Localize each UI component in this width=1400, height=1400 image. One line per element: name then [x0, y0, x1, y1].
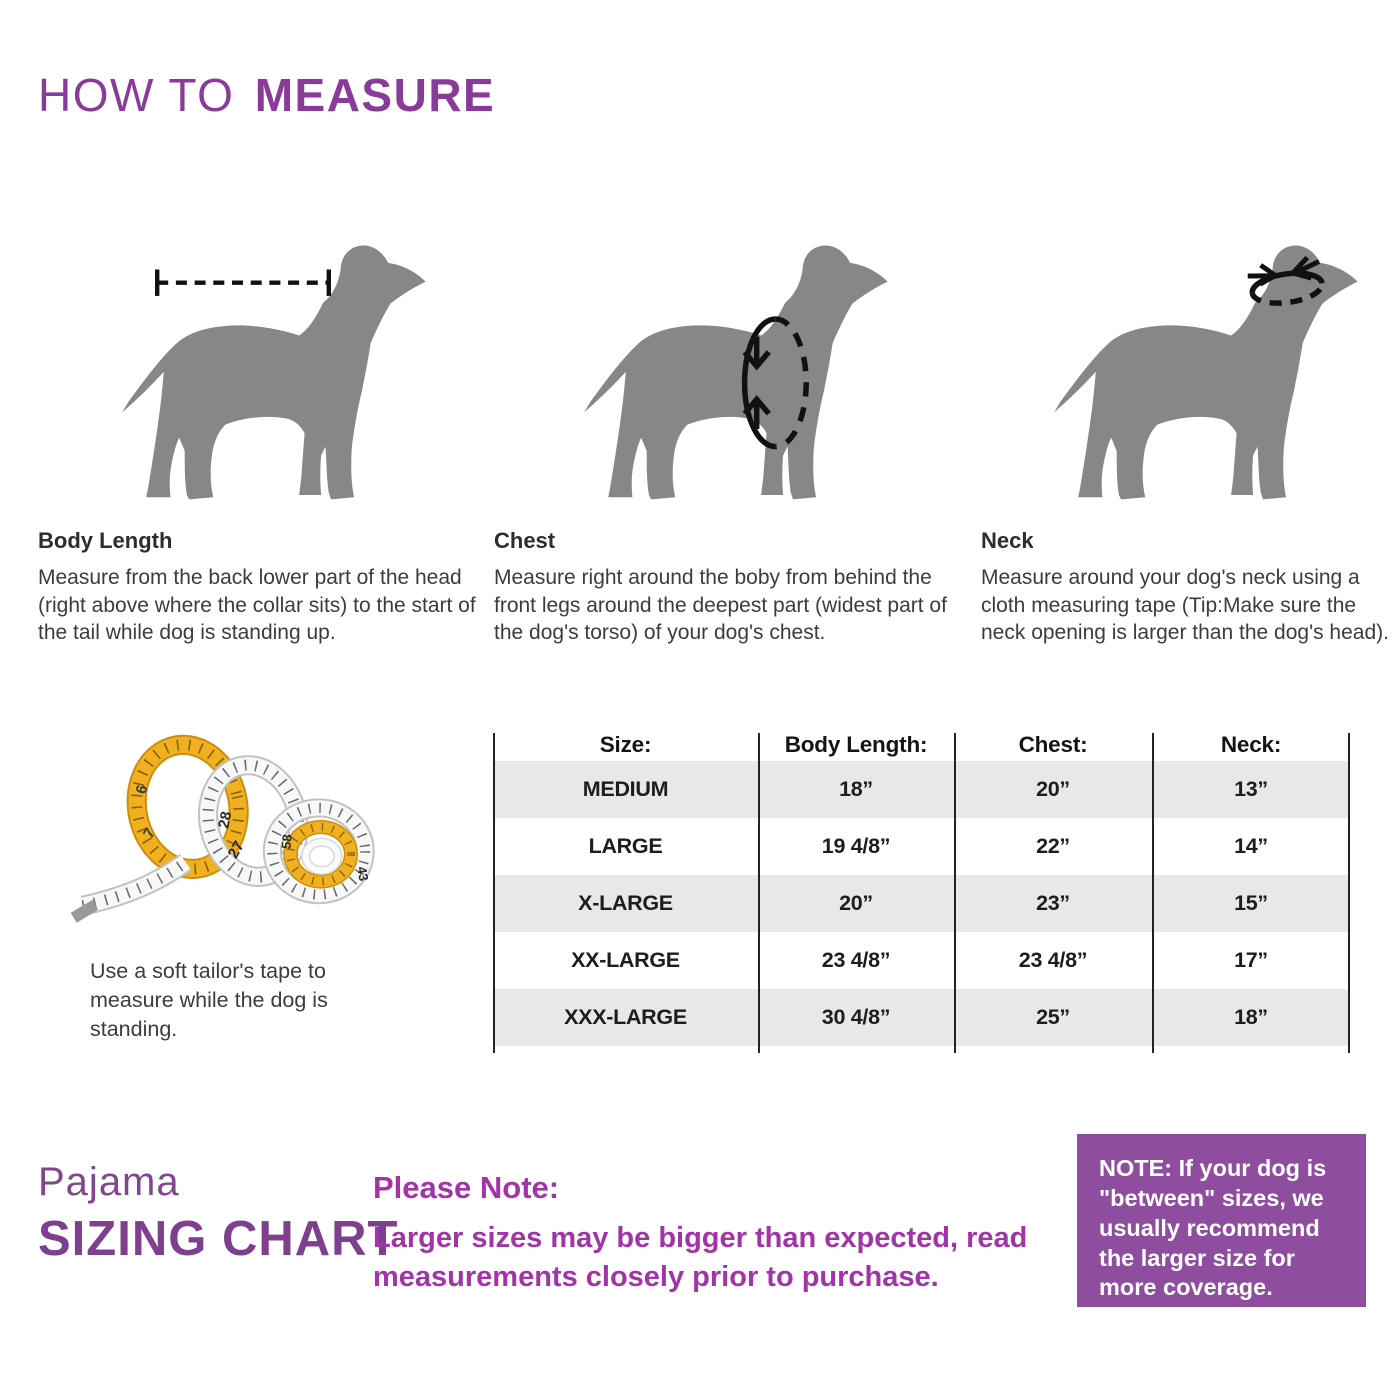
dog-silhouette-icon [1054, 245, 1358, 500]
table-divider [1152, 733, 1154, 1053]
dog-silhouette-icon [584, 245, 888, 500]
table-divider [954, 733, 956, 1053]
please-note-block: Please Note: Larger sizes may be bigger … [373, 1170, 1041, 1298]
guide-body-length-text: Measure from the back lower part of the … [38, 566, 476, 645]
guide-neck: Neck Measure around your dog's neck usin… [981, 528, 1400, 647]
neck-girth-ellipse-icon [1247, 255, 1325, 306]
dog-figure-chest [562, 220, 892, 510]
between-sizes-note-box: NOTE: If your dog is "between" sizes, we… [1077, 1134, 1366, 1307]
guide-neck-text: Measure around your dog's neck using a c… [981, 566, 1389, 645]
cell-chest: 25” [1036, 1005, 1070, 1029]
cell-size: LARGE [588, 834, 663, 858]
guide-neck-heading: Neck [981, 528, 1034, 553]
cell-neck: 15” [1234, 891, 1268, 915]
tape-measure-icon: 6 7 28 27 58 43 [70, 734, 375, 923]
cell-size: XXX-LARGE [564, 1005, 687, 1029]
cell-size: X-LARGE [578, 891, 673, 915]
svg-text:28: 28 [215, 810, 235, 830]
sizing-chart-label: SIZING CHART [38, 1212, 399, 1266]
cell-chest: 22” [1036, 834, 1070, 858]
table-border-right [1348, 733, 1350, 1053]
guide-chest-text: Measure right around the boby from behin… [494, 566, 947, 645]
product-name: Pajama [38, 1160, 180, 1204]
tailor-tape-note: Use a soft tailor's tape to measure whil… [90, 959, 328, 1042]
table-row-x-large: X-LARGE 20” 23” 15” [493, 875, 1350, 932]
cell-neck: 13” [1234, 777, 1268, 801]
please-note-heading: Please Note: [373, 1170, 560, 1205]
size-table-header-row: Size: Body Length: Chest: Neck: [493, 728, 1350, 761]
dog-figure-body-length [100, 220, 430, 510]
cell-neck: 14” [1234, 834, 1268, 858]
please-note-text: Larger sizes may be bigger than expected… [373, 1222, 1028, 1294]
cell-body-length: 23 4/8” [821, 948, 891, 972]
cell-body-length: 18” [839, 777, 873, 801]
guide-chest: Chest Measure right around the boby from… [494, 528, 952, 647]
table-row-medium: MEDIUM 18” 20” 13” [493, 761, 1350, 818]
cell-size: XX-LARGE [571, 948, 680, 972]
guide-chest-heading: Chest [494, 528, 556, 553]
chest-girth-ellipse-icon [741, 316, 809, 450]
svg-text:58: 58 [279, 834, 295, 850]
cell-body-length: 20” [839, 891, 873, 915]
table-divider [758, 733, 760, 1053]
cell-size: MEDIUM [582, 777, 669, 801]
dog-silhouette-icon [122, 245, 426, 500]
cell-neck: 17” [1234, 948, 1268, 972]
cell-neck: 18” [1234, 1005, 1268, 1029]
body-length-measure-line-icon [155, 269, 331, 296]
size-table: Size: Body Length: Chest: Neck: MEDIUM 1… [493, 728, 1350, 1053]
page-title: HOW TO MEASURE [38, 68, 495, 122]
brand-block: Pajama SIZING CHART [38, 1160, 398, 1267]
guide-body-length: Body Length Measure from the back lower … [38, 528, 486, 647]
col-header-size: Size: [599, 731, 652, 757]
svg-text:43: 43 [354, 865, 371, 882]
cell-body-length: 30 4/8” [821, 1005, 891, 1029]
cell-chest: 20” [1036, 777, 1070, 801]
between-sizes-note-text: NOTE: If your dog is "between" sizes, we… [1099, 1155, 1327, 1301]
cell-body-length: 19 4/8” [821, 834, 891, 858]
page-title-light: HOW TO [38, 69, 235, 121]
svg-text:27: 27 [225, 838, 248, 861]
guide-body-length-heading: Body Length [38, 528, 173, 553]
col-header-chest: Chest: [1018, 731, 1088, 757]
cell-chest: 23 4/8” [1018, 948, 1088, 972]
dog-figure-neck [1032, 220, 1362, 510]
table-row-xx-large: XX-LARGE 23 4/8” 23 4/8” 17” [493, 932, 1350, 989]
tape-measure-illustration: 6 7 28 27 58 43 [62, 698, 394, 940]
tape-metal-tip [70, 899, 98, 923]
table-row-large: LARGE 19 4/8” 22” 14” [493, 818, 1350, 875]
page-title-bold: MEASURE [254, 69, 496, 121]
col-header-body-length: Body Length: [784, 731, 928, 757]
cell-chest: 23” [1036, 891, 1070, 915]
col-header-neck: Neck: [1220, 731, 1282, 757]
table-border-left [493, 733, 495, 1053]
table-row-xxx-large: XXX-LARGE 30 4/8” 25” 18” [493, 989, 1350, 1046]
